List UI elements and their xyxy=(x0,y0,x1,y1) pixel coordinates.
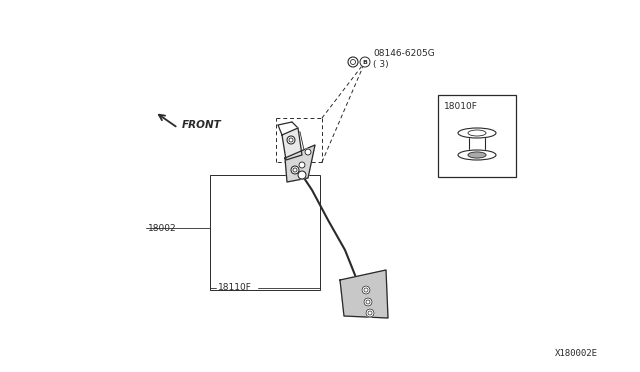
Bar xyxy=(438,95,516,177)
Ellipse shape xyxy=(468,130,486,136)
Ellipse shape xyxy=(458,128,496,138)
Circle shape xyxy=(364,298,372,306)
Text: 18110F: 18110F xyxy=(218,283,252,292)
Circle shape xyxy=(305,149,311,155)
Circle shape xyxy=(287,136,295,144)
Text: B: B xyxy=(363,60,367,64)
Ellipse shape xyxy=(468,152,486,158)
Text: X180002E: X180002E xyxy=(555,349,598,358)
Circle shape xyxy=(299,162,305,168)
Circle shape xyxy=(291,166,299,174)
Bar xyxy=(210,175,320,290)
Text: FRONT: FRONT xyxy=(182,120,221,130)
Circle shape xyxy=(362,286,370,294)
Polygon shape xyxy=(285,145,315,182)
Text: 18002: 18002 xyxy=(148,224,177,232)
Circle shape xyxy=(298,171,306,179)
Polygon shape xyxy=(340,270,388,318)
Text: 08146-6205G
( 3): 08146-6205G ( 3) xyxy=(373,49,435,69)
Text: 18010F: 18010F xyxy=(444,102,478,110)
Polygon shape xyxy=(282,128,302,160)
Circle shape xyxy=(348,57,358,67)
Ellipse shape xyxy=(458,150,496,160)
Circle shape xyxy=(360,57,370,67)
Circle shape xyxy=(366,309,374,317)
